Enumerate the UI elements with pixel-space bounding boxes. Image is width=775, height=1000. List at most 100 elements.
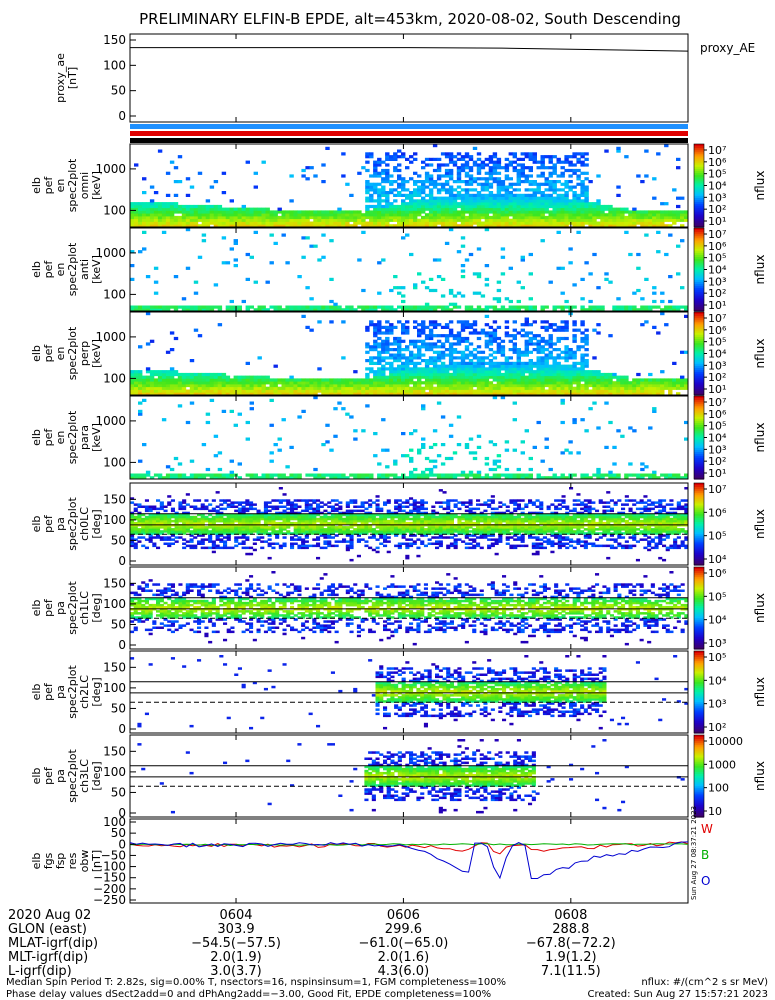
spectrogram-cell xyxy=(512,199,517,203)
spectrogram-cell xyxy=(464,345,470,349)
colorbar-cell xyxy=(694,382,704,386)
spectrogram-cell xyxy=(552,378,557,382)
spectrogram-cell xyxy=(560,224,565,228)
pa-spectrogram-cell xyxy=(144,528,149,531)
spectrogram-cell xyxy=(652,224,657,228)
spectrogram-cell xyxy=(241,224,246,228)
panel-ylabel-line: omni xyxy=(78,172,91,199)
spectrogram-cell xyxy=(145,378,151,382)
spectrogram-cell xyxy=(221,213,227,217)
spectrogram-cell xyxy=(138,389,143,393)
spectrogram-cell xyxy=(548,342,553,346)
spectrogram-cell xyxy=(528,297,533,301)
spectrogram-cell xyxy=(548,155,553,159)
spectrogram-cell xyxy=(409,305,414,309)
spectrogram-cell xyxy=(500,218,506,222)
colorbar-cell xyxy=(694,418,704,422)
spectrogram-cell xyxy=(492,202,498,206)
pa-spectrogram-cell xyxy=(245,530,250,533)
spectrogram-cell xyxy=(636,288,641,293)
spectrogram-cell xyxy=(389,325,394,329)
spectrogram-cell xyxy=(253,308,258,312)
spectrogram-cell xyxy=(580,224,585,228)
spectrogram-cell xyxy=(620,381,625,385)
spectrogram-cell xyxy=(464,188,470,192)
spectrogram-cell xyxy=(448,308,454,312)
spectrogram-cell xyxy=(532,157,537,161)
spectrogram-cell xyxy=(568,372,573,377)
spectrogram-cell xyxy=(444,174,450,178)
spectrogram-cell xyxy=(484,386,490,390)
pa-spectrogram-cell xyxy=(193,505,198,508)
spectrogram-cell xyxy=(145,202,151,206)
spectrogram-cell xyxy=(321,389,326,393)
colorbar-cell xyxy=(694,439,704,443)
spectrogram-cell xyxy=(680,196,685,200)
spectrogram-cell xyxy=(548,392,553,396)
spectrogram-cell xyxy=(472,199,478,203)
pa-spectrogram-cell xyxy=(193,536,198,539)
spectrogram-cell xyxy=(468,375,474,379)
colorbar-cell xyxy=(694,416,704,420)
spectrogram-cell xyxy=(504,199,510,203)
spectrogram-cell xyxy=(476,196,482,200)
spectrogram-cell xyxy=(377,261,382,265)
spectrogram-cell xyxy=(217,308,223,312)
spectrogram-cell xyxy=(476,215,482,220)
spectrogram-cell xyxy=(524,204,529,209)
spectrogram-cell xyxy=(397,348,402,352)
energy-tick-label: 1000 xyxy=(95,330,126,344)
spectrogram-cell xyxy=(413,325,418,329)
spectrogram-cell xyxy=(476,224,482,228)
spectrogram-cell xyxy=(185,389,191,393)
spectrogram-cell xyxy=(369,221,374,225)
spectrogram-cell xyxy=(508,177,513,181)
spectrogram-cell xyxy=(149,372,155,377)
spectrogram-cell xyxy=(448,334,454,338)
colorbar-cell xyxy=(694,420,704,424)
spectrogram-cell xyxy=(540,372,545,377)
spectrogram-cell xyxy=(616,308,621,312)
spectrogram-cell xyxy=(325,378,330,382)
spectrogram-cell xyxy=(313,476,318,480)
spectrogram-cell xyxy=(149,392,155,396)
pa-spectrogram-cell xyxy=(241,511,246,515)
colorbar-cell xyxy=(694,208,704,211)
spectrogram-cell xyxy=(149,215,155,220)
spectrogram-cell xyxy=(472,177,478,181)
spectrogram-cell xyxy=(564,370,569,374)
colorbar-cell xyxy=(694,183,704,187)
spectrogram-cell xyxy=(520,451,525,455)
spectrogram-cell xyxy=(636,383,641,388)
spectrogram-cell xyxy=(452,221,458,225)
spectrogram-cell xyxy=(668,386,673,390)
spectrogram-cell xyxy=(365,168,370,173)
spectrogram-cell xyxy=(377,367,382,371)
spectrogram-cell xyxy=(413,353,418,357)
spectrogram-cell xyxy=(436,196,442,200)
spectrogram-cell xyxy=(516,168,521,173)
spectrogram-cell xyxy=(632,291,637,295)
spectrogram-cell xyxy=(189,386,195,390)
spectrogram-cell xyxy=(373,331,378,335)
spectrogram-cell xyxy=(297,215,302,220)
spectrogram-cell xyxy=(484,345,490,349)
spectrogram-cell xyxy=(624,378,629,382)
spectrogram-cell xyxy=(173,204,179,209)
spectrogram-cell xyxy=(584,188,589,192)
spectrogram-cell xyxy=(285,386,290,390)
spectrogram-cell xyxy=(428,196,434,200)
pa-spectrogram-cell xyxy=(141,519,146,523)
spectrogram-cell xyxy=(572,305,577,309)
spectrogram-cell xyxy=(173,180,179,184)
spectrogram-cell xyxy=(436,157,442,161)
panel-ylabel-line: elb xyxy=(30,429,43,446)
spectrogram-cell xyxy=(440,185,446,189)
spectrogram-cell xyxy=(142,224,147,228)
spectrogram-cell xyxy=(173,221,179,225)
spectrogram-cell xyxy=(269,305,274,309)
pa-spectrogram-cell xyxy=(230,513,235,517)
spectrogram-cell xyxy=(138,372,143,377)
spectrogram-cell xyxy=(317,221,322,225)
pa-spectrogram-cell xyxy=(226,546,231,550)
